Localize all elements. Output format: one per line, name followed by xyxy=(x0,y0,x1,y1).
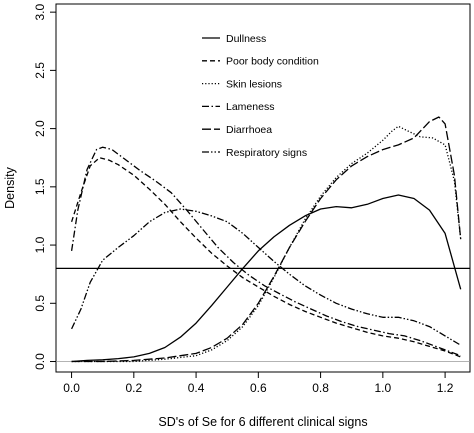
y-axis-label: Density xyxy=(3,166,17,208)
plot-frame xyxy=(55,3,471,373)
y-tick-label: 1.0 xyxy=(33,236,47,253)
series-line-lameness xyxy=(70,146,461,357)
legend-label: Dullness xyxy=(226,33,266,45)
legend-label: Skin lesions xyxy=(226,78,282,90)
x-tick-label: 0.8 xyxy=(312,381,329,395)
series-line-skin-lesions xyxy=(71,125,462,363)
x-tick-label: 0.2 xyxy=(125,381,142,395)
y-tick-label: 0.5 xyxy=(33,295,47,312)
series-line-poor-body-condition xyxy=(70,157,461,358)
series-line-respiratory-signs xyxy=(71,208,462,346)
x-tick-label: 0.6 xyxy=(250,381,267,395)
x-tick-label: 0.0 xyxy=(63,381,80,395)
series-line-dullness xyxy=(71,194,462,363)
series-line-diarrhoea xyxy=(71,116,462,363)
y-tick-label: 3.0 xyxy=(33,3,47,20)
x-tick-label: 0.4 xyxy=(188,381,205,395)
y-tick-label: 0.0 xyxy=(33,353,47,370)
legend-label: Poor body condition xyxy=(226,56,319,68)
legend-label: Diarrhoea xyxy=(226,124,272,136)
y-tick-label: 2.5 xyxy=(33,62,47,79)
legend-label: Respiratory signs xyxy=(226,147,307,159)
y-tick-label: 1.5 xyxy=(33,178,47,195)
legend-label: Lameness xyxy=(226,101,274,113)
y-tick-label: 2.0 xyxy=(33,120,47,137)
x-tick-label: 1.2 xyxy=(437,381,454,395)
x-tick-label: 1.0 xyxy=(374,381,391,395)
x-axis-label: SD's of Se for 6 different clinical sign… xyxy=(158,415,367,429)
